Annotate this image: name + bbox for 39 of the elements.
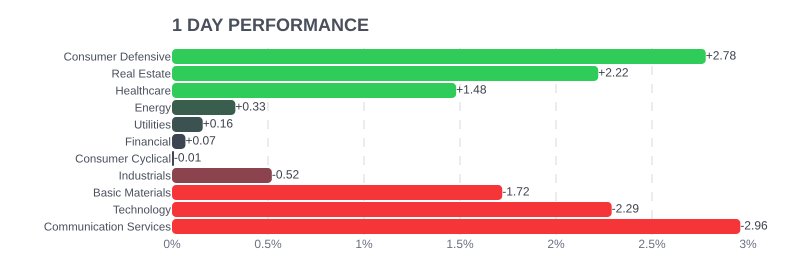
data-label: -0.01 — [174, 150, 202, 164]
y-tick-label: Financial — [124, 136, 171, 149]
y-tick-label: Consumer Cyclical — [75, 154, 171, 166]
chart-title: 1 DAY PERFORMANCE — [172, 15, 370, 36]
bar — [172, 202, 612, 217]
y-tick-label: Consumer Defensive — [64, 52, 171, 64]
y-tick-label: Communication Services — [44, 222, 172, 234]
bar — [172, 117, 203, 132]
bar — [172, 185, 502, 200]
y-tick-label: Utilities — [134, 120, 172, 132]
bar — [172, 66, 598, 81]
y-tick-label: Real Estate — [112, 68, 171, 81]
x-tick-label: 2.5% — [638, 237, 666, 251]
data-label: +2.22 — [598, 66, 629, 80]
x-tick-label: 0% — [163, 237, 181, 251]
x-tick-label: 3% — [739, 237, 757, 251]
data-label: -1.72 — [502, 184, 530, 198]
x-tick-label: 0.5% — [254, 237, 282, 251]
data-label: +0.07 — [185, 134, 216, 148]
y-tick-label: Energy — [134, 102, 172, 115]
bar — [172, 100, 236, 115]
data-label: +0.16 — [202, 116, 234, 130]
y-tick-label: Healthcare — [115, 86, 171, 98]
x-tick-label: 1% — [355, 237, 373, 251]
data-label: +1.48 — [456, 82, 487, 96]
x-tick-label: 2% — [547, 237, 565, 251]
y-tick-label: Industrials — [118, 170, 172, 183]
bar — [172, 49, 706, 64]
data-label: -0.52 — [272, 168, 300, 182]
y-tick-label: Technology — [112, 204, 172, 217]
bar — [172, 83, 456, 98]
data-label: -2.29 — [612, 202, 640, 216]
data-label: +0.33 — [235, 100, 266, 114]
x-tick-label: 1.5% — [446, 237, 474, 251]
bar — [172, 168, 272, 183]
y-tick-label: Basic Materials — [93, 188, 172, 200]
bar — [172, 219, 740, 234]
data-label: -2.96 — [740, 218, 768, 232]
data-label: +2.78 — [706, 48, 736, 62]
